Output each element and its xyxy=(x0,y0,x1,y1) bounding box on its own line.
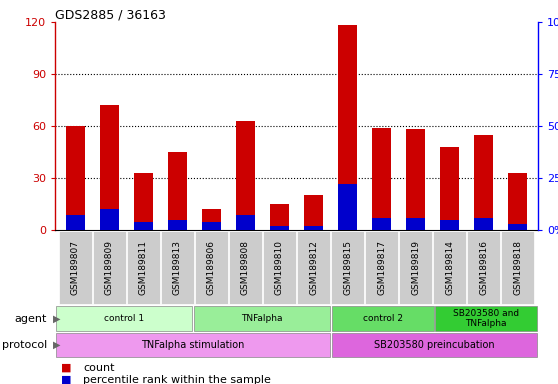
Text: GSM189812: GSM189812 xyxy=(309,240,318,295)
Text: ■: ■ xyxy=(61,375,71,384)
Bar xyxy=(100,209,119,230)
Text: GDS2885 / 36163: GDS2885 / 36163 xyxy=(55,8,166,21)
Bar xyxy=(365,231,398,304)
Bar xyxy=(202,209,221,230)
Bar xyxy=(202,222,221,230)
Bar xyxy=(338,25,357,230)
Text: GSM189814: GSM189814 xyxy=(445,240,454,295)
Bar xyxy=(474,217,493,230)
Bar xyxy=(134,173,153,230)
Text: control 1: control 1 xyxy=(104,314,144,323)
Bar xyxy=(440,147,459,230)
Bar xyxy=(372,128,391,230)
Text: GSM189807: GSM189807 xyxy=(71,240,80,295)
Bar xyxy=(331,231,364,304)
Bar xyxy=(236,121,255,230)
Bar xyxy=(406,217,425,230)
Bar xyxy=(372,217,391,230)
Bar xyxy=(508,173,527,230)
Bar xyxy=(194,306,330,331)
Text: GSM189816: GSM189816 xyxy=(479,240,488,295)
Bar xyxy=(304,226,323,230)
Bar xyxy=(331,333,537,357)
Bar xyxy=(161,231,194,304)
Bar xyxy=(263,231,296,304)
Bar xyxy=(474,135,493,230)
Bar xyxy=(406,129,425,230)
Text: percentile rank within the sample: percentile rank within the sample xyxy=(83,375,271,384)
Text: GSM189808: GSM189808 xyxy=(241,240,250,295)
Bar xyxy=(433,231,466,304)
Text: control 2: control 2 xyxy=(363,314,403,323)
Text: GSM189809: GSM189809 xyxy=(105,240,114,295)
Text: GSM189813: GSM189813 xyxy=(173,240,182,295)
Text: TNFalpha stimulation: TNFalpha stimulation xyxy=(141,340,245,350)
Bar xyxy=(59,231,92,304)
Bar xyxy=(168,220,187,230)
Text: TNFalpha: TNFalpha xyxy=(241,314,283,323)
Bar xyxy=(440,220,459,230)
Bar xyxy=(236,215,255,230)
Text: count: count xyxy=(83,363,114,373)
Bar xyxy=(399,231,432,304)
Text: GSM189819: GSM189819 xyxy=(411,240,420,295)
Bar xyxy=(435,306,537,331)
Bar xyxy=(270,204,289,230)
Text: protocol: protocol xyxy=(2,340,47,350)
Bar xyxy=(270,226,289,230)
Bar xyxy=(66,126,85,230)
Bar xyxy=(93,231,126,304)
Text: GSM189818: GSM189818 xyxy=(513,240,522,295)
Bar xyxy=(304,195,323,230)
Bar xyxy=(56,306,193,331)
Text: ▶: ▶ xyxy=(53,313,60,323)
Text: GSM189806: GSM189806 xyxy=(207,240,216,295)
Text: ▶: ▶ xyxy=(53,340,60,350)
Bar xyxy=(229,231,262,304)
Bar xyxy=(195,231,228,304)
Bar xyxy=(127,231,160,304)
Bar xyxy=(56,333,330,357)
Bar xyxy=(467,231,500,304)
Text: agent: agent xyxy=(15,313,47,323)
Text: GSM189815: GSM189815 xyxy=(343,240,352,295)
Bar xyxy=(134,222,153,230)
Text: SB203580 and
TNFalpha: SB203580 and TNFalpha xyxy=(453,309,519,328)
Text: GSM189817: GSM189817 xyxy=(377,240,386,295)
Bar xyxy=(338,184,357,230)
Bar xyxy=(66,215,85,230)
Bar xyxy=(331,306,434,331)
Bar xyxy=(100,105,119,230)
Text: SB203580 preincubation: SB203580 preincubation xyxy=(374,340,495,350)
Text: ■: ■ xyxy=(61,363,71,373)
Bar xyxy=(168,152,187,230)
Bar xyxy=(501,231,534,304)
Text: GSM189811: GSM189811 xyxy=(139,240,148,295)
Bar xyxy=(297,231,330,304)
Text: GSM189810: GSM189810 xyxy=(275,240,284,295)
Bar xyxy=(508,224,527,230)
